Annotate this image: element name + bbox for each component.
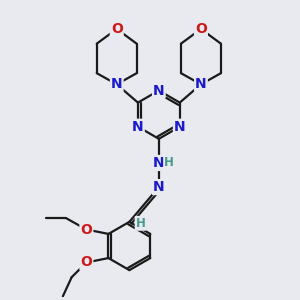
Text: N: N bbox=[132, 120, 144, 134]
Text: N: N bbox=[153, 83, 165, 98]
Text: O: O bbox=[80, 256, 92, 269]
Text: H: H bbox=[136, 217, 146, 230]
Text: O: O bbox=[80, 223, 92, 236]
Text: N: N bbox=[153, 156, 165, 170]
Text: N: N bbox=[174, 120, 186, 134]
Text: N: N bbox=[153, 180, 165, 194]
Text: H: H bbox=[164, 157, 174, 169]
Text: O: O bbox=[195, 22, 207, 36]
Text: O: O bbox=[111, 22, 123, 36]
Text: N: N bbox=[195, 77, 207, 91]
Text: N: N bbox=[111, 77, 122, 91]
